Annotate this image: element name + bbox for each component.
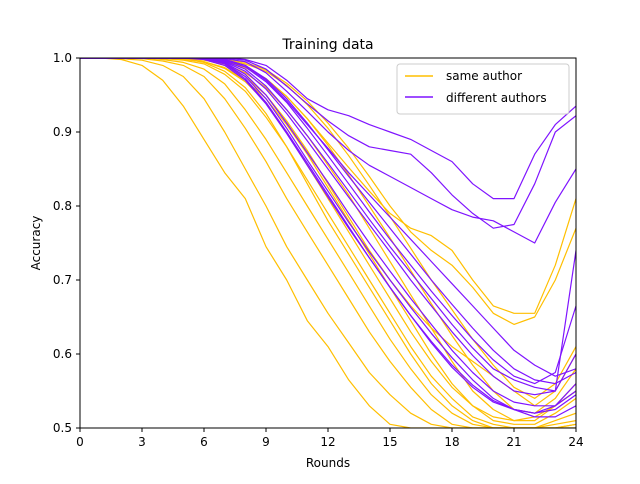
series-line-same-author-3 bbox=[80, 58, 576, 428]
y-tick-label: 0.6 bbox=[53, 347, 72, 361]
x-tick-label: 9 bbox=[262, 435, 270, 449]
x-tick-label: 24 bbox=[568, 435, 583, 449]
series-line-different-authors-20 bbox=[80, 58, 576, 414]
series-line-same-author-5 bbox=[80, 58, 576, 425]
series-line-different-authors-15 bbox=[80, 58, 576, 229]
series-line-same-author-13 bbox=[80, 58, 576, 422]
series-line-same-author-12 bbox=[80, 58, 576, 325]
series-line-same-author-0 bbox=[80, 58, 576, 428]
series-line-different-authors-22 bbox=[80, 58, 576, 385]
y-tick-label: 0.8 bbox=[53, 199, 72, 213]
series-line-same-author-2 bbox=[80, 58, 576, 428]
series-line-same-author-1 bbox=[80, 58, 576, 428]
plot-area bbox=[80, 58, 576, 428]
x-tick-label: 21 bbox=[506, 435, 521, 449]
legend-box bbox=[396, 63, 570, 115]
series-line-same-author-4 bbox=[80, 58, 576, 428]
legend-label-different-authors: different authors bbox=[446, 91, 547, 105]
y-tick-label: 0.5 bbox=[53, 421, 72, 435]
y-tick-label: 1.0 bbox=[53, 51, 72, 65]
y-tick-label: 0.9 bbox=[53, 125, 72, 139]
series-line-different-authors-23 bbox=[80, 58, 576, 418]
series-line-different-authors-19 bbox=[80, 58, 576, 407]
legend-label-same-author: same author bbox=[446, 69, 522, 83]
x-tick-label: 12 bbox=[320, 435, 335, 449]
series-line-different-authors-21 bbox=[80, 58, 576, 396]
legend: same author different authors bbox=[396, 63, 570, 115]
series-line-different-authors-16 bbox=[80, 58, 576, 244]
x-tick-label: 3 bbox=[138, 435, 146, 449]
x-tick-label: 18 bbox=[444, 435, 459, 449]
y-tick-label: 0.7 bbox=[53, 273, 72, 287]
series-line-different-authors-14 bbox=[80, 58, 576, 200]
series-line-same-author-11 bbox=[80, 58, 576, 314]
axis-ticks: 0 3 6 9 12 15 18 21 24 0.5 0.6 0.7 0.8 0.9 1.0 bbox=[53, 51, 584, 449]
series-line-same-author-6 bbox=[80, 58, 576, 422]
series-line-different-authors-18 bbox=[80, 58, 576, 392]
series-line-different-authors-24 bbox=[80, 58, 576, 385]
x-tick-label: 6 bbox=[200, 435, 208, 449]
y-axis-label: Accuracy bbox=[29, 216, 43, 271]
x-tick-label: 15 bbox=[382, 435, 397, 449]
series-line-different-authors-17 bbox=[80, 58, 576, 377]
chart-title: Training data bbox=[281, 37, 373, 53]
series-line-same-author-8 bbox=[80, 58, 576, 399]
series-line-same-author-9 bbox=[80, 58, 576, 428]
x-axis-label: Rounds bbox=[306, 456, 350, 470]
x-tick-label: 0 bbox=[76, 435, 84, 449]
series-line-different-authors-25 bbox=[80, 58, 576, 414]
